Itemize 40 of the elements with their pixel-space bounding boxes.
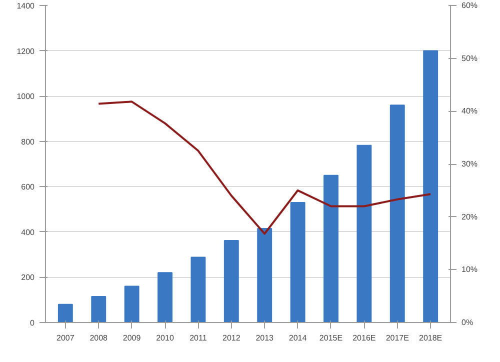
y2-tick-label: 30% bbox=[462, 160, 478, 168]
x-tick-label: 2015E bbox=[319, 334, 343, 342]
bar bbox=[423, 50, 438, 322]
bar bbox=[158, 272, 172, 322]
y2-tick-label: 10% bbox=[462, 265, 478, 274]
x-tick-label: 2008 bbox=[90, 334, 108, 342]
y2-tick-label: 40% bbox=[462, 106, 478, 116]
line-series bbox=[98, 100, 432, 235]
x-tick-label: 2010 bbox=[156, 334, 174, 342]
y-tick-label: 1400 bbox=[16, 2, 36, 10]
y-tick-label: 200 bbox=[21, 273, 36, 282]
y-tick-label: 1200 bbox=[16, 46, 36, 56]
y2-tick-label: 0% bbox=[462, 318, 474, 327]
y-tick-label: 0 bbox=[30, 318, 36, 328]
y-tick-label: 1000 bbox=[16, 92, 36, 102]
y-tick-label: 400 bbox=[21, 228, 36, 237]
y2-tick-label: 60% bbox=[462, 1, 478, 10]
y2-tick-label: 20% bbox=[462, 212, 478, 222]
bar bbox=[390, 104, 405, 322]
x-tick-label: 2011 bbox=[190, 334, 208, 342]
bar bbox=[58, 304, 73, 322]
x-tick-label: 2017E bbox=[386, 334, 409, 342]
x-tick-label: 2018E bbox=[419, 334, 442, 342]
bar bbox=[224, 240, 239, 322]
x-tick-label: 2014 bbox=[288, 334, 308, 342]
y-tick-label: 600 bbox=[21, 182, 36, 192]
bar bbox=[190, 256, 206, 322]
bar bbox=[91, 296, 106, 322]
bar bbox=[356, 144, 372, 322]
y-tick-label: 800 bbox=[21, 137, 36, 146]
x-tick-label: 2013 bbox=[256, 334, 274, 342]
x-tick-label: 2016E bbox=[352, 334, 376, 342]
x-tick-label: 2007 bbox=[56, 334, 75, 342]
bar bbox=[290, 202, 306, 322]
bar bbox=[257, 228, 272, 322]
bar bbox=[324, 174, 338, 322]
x-tick-label: 2009 bbox=[122, 334, 142, 342]
y2-tick-label: 50% bbox=[462, 54, 478, 63]
bar bbox=[124, 286, 140, 322]
x-tick-label: 2012 bbox=[222, 334, 241, 342]
